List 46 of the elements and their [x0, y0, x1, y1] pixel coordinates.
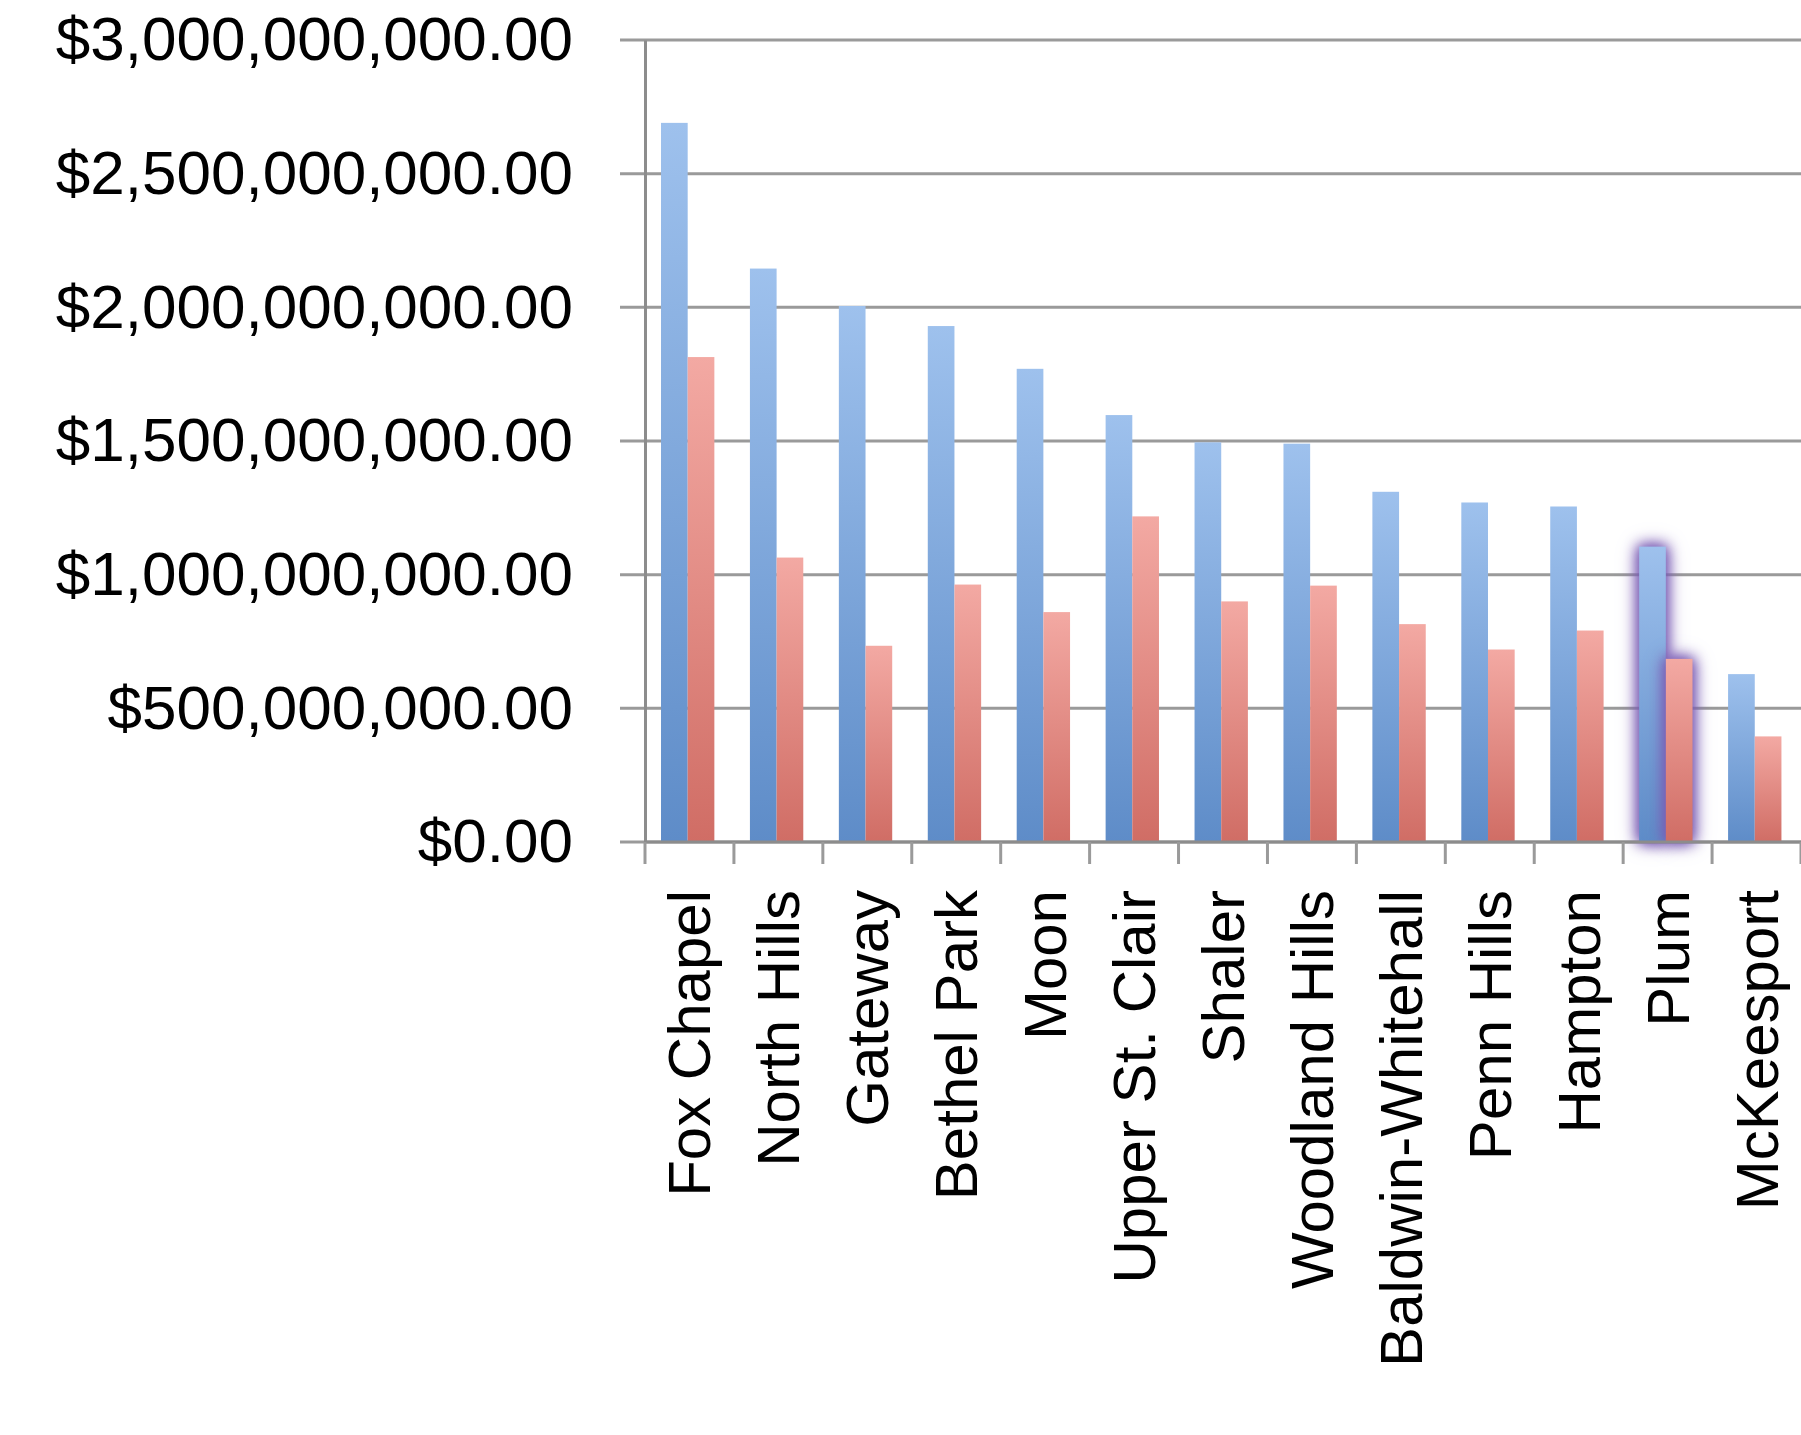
bar [749, 268, 777, 842]
y-tick-label: $0.00 [417, 806, 573, 876]
x-tick-label: Plum [1634, 890, 1702, 1027]
bar [1283, 443, 1311, 842]
bar [927, 326, 955, 842]
x-tick-label: Baldwin-Whitehall [1367, 890, 1435, 1367]
bar [1372, 491, 1400, 842]
bar [1487, 649, 1515, 842]
bar [1310, 585, 1337, 842]
x-tick-label: North Hills [745, 890, 813, 1167]
x-tick-label: Penn Hills [1456, 890, 1524, 1161]
bar [1105, 415, 1133, 842]
bar [661, 122, 688, 842]
x-tick-label: Hampton [1545, 890, 1613, 1134]
bar [1728, 674, 1755, 842]
bar [838, 306, 866, 842]
y-tick-label: $1,500,000,000.00 [55, 405, 573, 475]
bar [1194, 442, 1222, 842]
bar [1132, 516, 1159, 842]
bar [1754, 736, 1782, 842]
x-tick-label: Gateway [834, 890, 902, 1127]
x-tick-label: Moon [1012, 890, 1080, 1041]
bar [1016, 368, 1044, 842]
bar [1399, 624, 1426, 842]
x-tick-label: Woodland Hills [1278, 890, 1346, 1290]
bar [865, 645, 893, 842]
x-tick-label: Bethel Park [923, 889, 991, 1201]
bar [1461, 502, 1488, 842]
x-tick-label: Shaler [1190, 890, 1257, 1064]
x-tick-label: Upper St. Clair [1101, 890, 1169, 1284]
bar [776, 557, 804, 842]
bar [687, 357, 715, 842]
y-tick-label: $1,000,000,000.00 [55, 539, 573, 609]
y-tick-label: $2,500,000,000.00 [55, 138, 573, 208]
x-tick-label: McKeesport [1723, 889, 1791, 1211]
bar [1043, 612, 1071, 842]
bar [1665, 658, 1693, 842]
bar [1550, 506, 1577, 842]
y-tick-label: $3,000,000,000.00 [55, 4, 573, 74]
bar [954, 584, 982, 842]
bar [1576, 630, 1604, 842]
x-tick-label: Fox Chapel [656, 890, 724, 1197]
bar [1639, 546, 1666, 842]
y-tick-label: $2,000,000,000.00 [55, 271, 573, 341]
y-tick-label: $500,000,000.00 [107, 672, 573, 742]
bar [1221, 601, 1248, 842]
